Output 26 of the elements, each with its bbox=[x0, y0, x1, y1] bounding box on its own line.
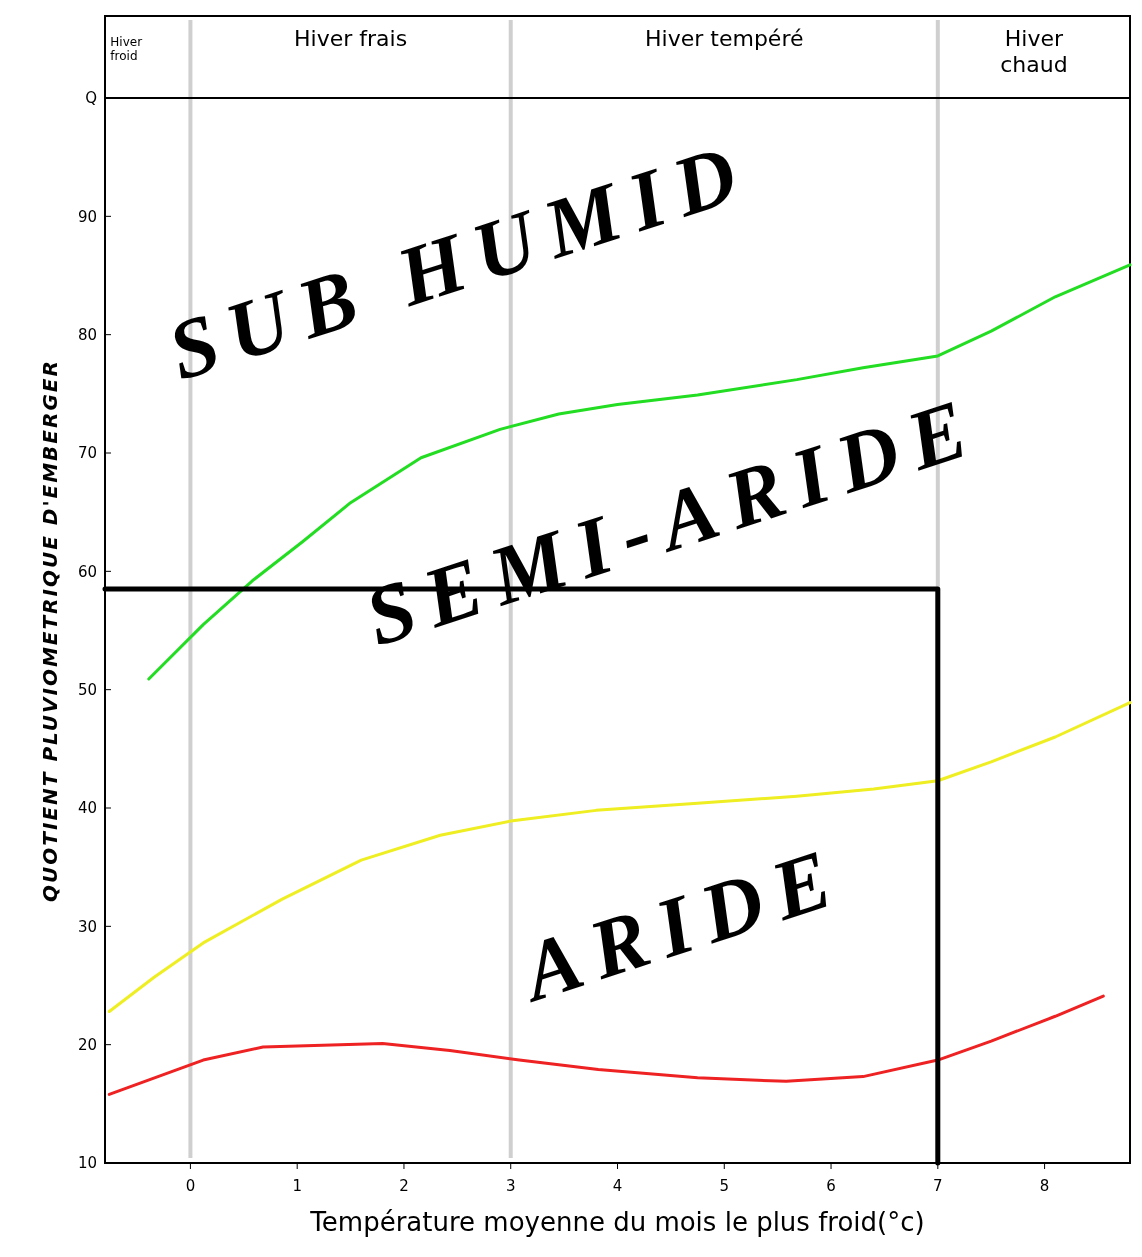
text: Hiver frais bbox=[294, 26, 408, 51]
y-tick-label: 10 bbox=[77, 1154, 97, 1173]
x-tick-label: 6 bbox=[826, 1177, 836, 1195]
y-tick-label: 60 bbox=[77, 562, 97, 581]
text: Hiver froid bbox=[110, 35, 143, 64]
x-tick-label: 1 bbox=[292, 1177, 302, 1195]
x-tick-label: 3 bbox=[505, 1177, 516, 1195]
text: Hiver chaud bbox=[1000, 26, 1068, 78]
y-tick-label: 90 bbox=[77, 207, 97, 226]
x-tick-label: 8 bbox=[1039, 1177, 1050, 1195]
x-tick-label: 4 bbox=[612, 1177, 623, 1195]
y-tick-label: 30 bbox=[77, 917, 97, 936]
y-tick-label: Q bbox=[85, 89, 97, 108]
y-tick-label: 70 bbox=[77, 444, 97, 463]
y-tick-label: 40 bbox=[77, 799, 97, 818]
x-tick-label: 2 bbox=[399, 1177, 409, 1195]
line-series bbox=[107, 701, 1132, 1014]
x-tick-label: 5 bbox=[719, 1177, 730, 1195]
y-tick-label: 50 bbox=[77, 680, 97, 699]
text: Hiver tempéré bbox=[645, 26, 804, 51]
y-tick-label: 20 bbox=[77, 1035, 97, 1054]
y-axis-title: QUOTIENT PLUVIOMETRIQUE D'EMBERGER bbox=[38, 359, 62, 902]
x-axis-title: Température moyenne du mois le plus froid(°c) bbox=[309, 1207, 925, 1237]
x-tick-label: 7 bbox=[933, 1177, 943, 1195]
x-tick-label: 0 bbox=[185, 1177, 196, 1195]
y-tick-label: 80 bbox=[77, 325, 97, 344]
